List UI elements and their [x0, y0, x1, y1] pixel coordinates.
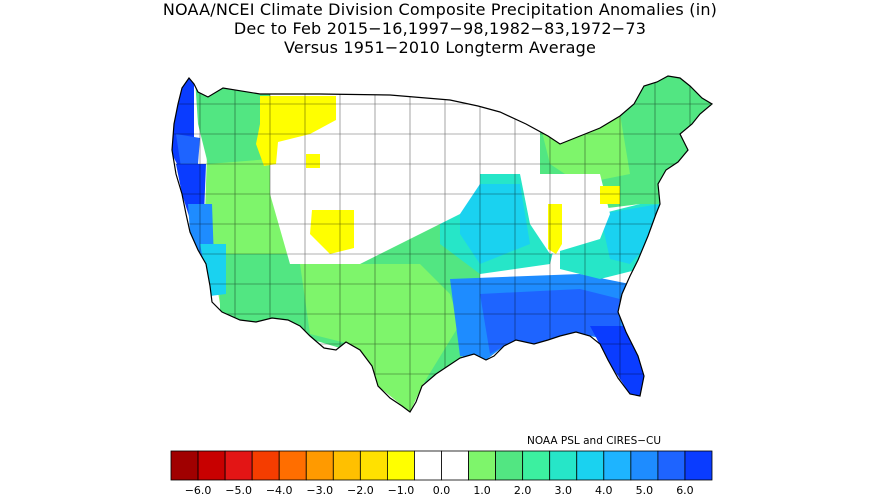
colorbar-tick-labels: −6.0 −5.0 −4.0 −3.0 −2.0 −1.0 0.0 1.0 2.0 3.0 4.0 5… [185, 484, 694, 495]
region-idaho-montana [256, 96, 336, 166]
title-line-2: Dec to Feb 2015−16,1997−98,1982−83,1972−… [233, 19, 647, 38]
title-line-3: Versus 1951−2010 Longterm Average [283, 38, 597, 57]
region-florida [590, 326, 644, 396]
colorbar-box [522, 450, 551, 481]
colorbar-box [468, 450, 496, 481]
colorbar-box [684, 450, 713, 481]
colorbar-box [386, 450, 415, 481]
colorbar-tick-label: 5.0 [636, 484, 654, 495]
colorbar-box [278, 450, 307, 481]
colorbar-box [305, 450, 334, 481]
colorbar-tick-label: −6.0 [185, 484, 212, 495]
colorbar-box [332, 450, 361, 481]
colorbar-box [657, 450, 686, 481]
colorbar-box [170, 450, 199, 481]
colorbar-tick-label: 2.0 [514, 484, 532, 495]
colorbar-tick-label: 6.0 [676, 484, 694, 495]
colorbar-box [549, 450, 578, 481]
colorbar: −6.0 −5.0 −4.0 −3.0 −2.0 −1.0 0.0 1.0 2.0 3.0 4.0 5… [170, 450, 713, 495]
colorbar-box [603, 450, 632, 481]
colorbar-tick-label: 3.0 [554, 484, 572, 495]
colorbar-box [414, 450, 442, 481]
map-fill-regions [172, 76, 712, 412]
region-appalachia-1 [548, 204, 562, 254]
colorbar-tick-label: 0.0 [433, 484, 451, 495]
region-utah [310, 210, 354, 254]
colorbar-tick-label: −3.0 [306, 484, 333, 495]
colorbar-box [576, 450, 605, 481]
colorbar-tick-label: −5.0 [225, 484, 252, 495]
colorbar-tick-label: −2.0 [347, 484, 374, 495]
region-mid-atlantic-coast [600, 204, 660, 264]
colorbar-box [441, 450, 469, 481]
colorbar-tick-label: −4.0 [266, 484, 293, 495]
colorbar-boxes [170, 450, 713, 481]
colorbar-tick-label: −1.0 [388, 484, 415, 495]
title-line-1: NOAA/NCEI Climate Division Composite Pre… [162, 0, 718, 19]
colorbar-tick-label: 1.0 [473, 484, 491, 495]
colorbar-box [495, 450, 524, 481]
colorbar-box [630, 450, 659, 481]
region-appalachia-2 [600, 186, 620, 204]
colorbar-tick-label: 4.0 [595, 484, 613, 495]
colorbar-box [224, 450, 253, 481]
credit-text: NOAA PSL and CIRES−CU [527, 435, 662, 447]
region-south-california [200, 244, 226, 296]
region-wyoming-yellow [306, 154, 320, 168]
colorbar-box [251, 450, 280, 481]
us-climate-division-map [171, 75, 713, 413]
colorbar-box [197, 450, 226, 481]
region-pacific-northwest-interior [195, 78, 270, 164]
colorbar-box [359, 450, 388, 481]
